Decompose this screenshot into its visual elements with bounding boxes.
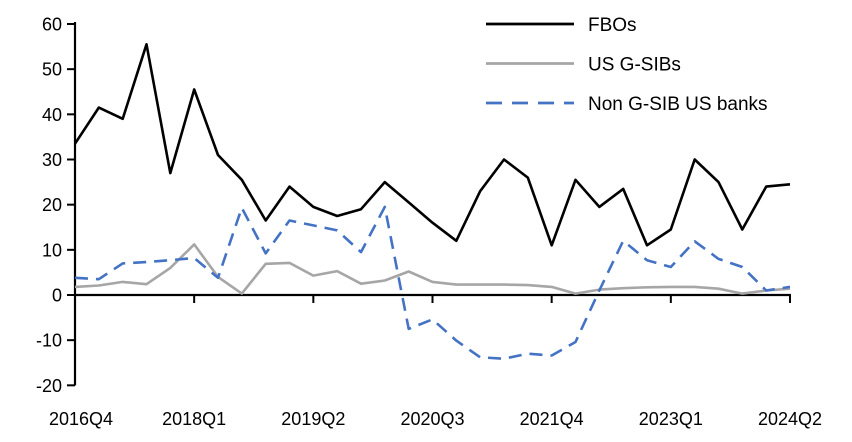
y-tick-label: -20 (36, 376, 62, 396)
y-tick-label: 40 (42, 105, 62, 125)
axes: 60 50 40 30 20 10 0 -10 -20 2016Q4 2018Q1 2019Q2 202… (36, 15, 822, 430)
x-tick-label: 2018Q1 (162, 409, 226, 429)
legend-label-fbos: FBOs (588, 15, 637, 36)
legend: FBOs US G-SIBs Non G-SIB US banks (486, 15, 768, 115)
legend-label-non-g-sib-us-banks: Non G-SIB US banks (588, 94, 768, 115)
x-tick-label: 2019Q2 (281, 409, 345, 429)
us-g-sibs-line (74, 243, 791, 295)
x-tick-label: 2023Q1 (639, 409, 703, 429)
x-tick-label: 2021Q4 (520, 409, 584, 429)
y-tick-label: 0 (52, 286, 62, 306)
legend-label-us-g-sibs: US G-SIBs (588, 55, 681, 76)
y-tick-label: 30 (42, 150, 62, 170)
fbos-line (73, 42, 791, 247)
x-tick-label: 2024Q2 (758, 409, 822, 429)
legend-item-us-g-sibs: US G-SIBs (486, 55, 681, 76)
y-tick-label: -10 (36, 331, 62, 351)
y-tick-label: 20 (42, 195, 62, 215)
legend-item-fbos: FBOs (486, 15, 637, 36)
y-tick-label: 10 (42, 240, 62, 260)
y-tick-label: 50 (42, 60, 62, 80)
y-tick-label: 60 (42, 15, 62, 35)
x-tick-label: 2020Q3 (400, 409, 464, 429)
legend-item-non-g-sib-us-banks: Non G-SIB US banks (486, 94, 768, 115)
non-g-sib-us-banks-line (74, 205, 791, 361)
x-tick-label: 2016Q4 (49, 409, 113, 429)
